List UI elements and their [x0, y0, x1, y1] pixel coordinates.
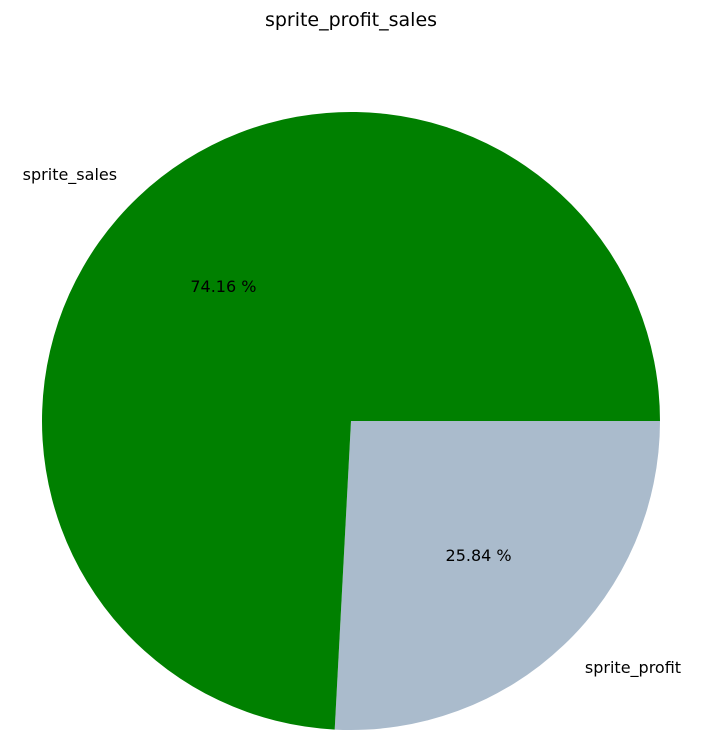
pie-slices [42, 111, 661, 730]
chart-title: sprite_profit_sales [265, 9, 437, 31]
slice-percent-sprite-sales: 74.16 % [190, 277, 256, 296]
pie-labels: sprite_profit 25.84 % sprite_sales 74.16 % [23, 165, 681, 678]
pie-slice-sprite-profit [334, 421, 660, 730]
slice-percent-sprite-profit: 25.84 % [446, 546, 512, 565]
slice-label-sprite-sales: sprite_sales [23, 165, 117, 185]
pie-slice-sprite-sales [42, 111, 661, 730]
slice-label-sprite-profit: sprite_profit [585, 658, 681, 678]
